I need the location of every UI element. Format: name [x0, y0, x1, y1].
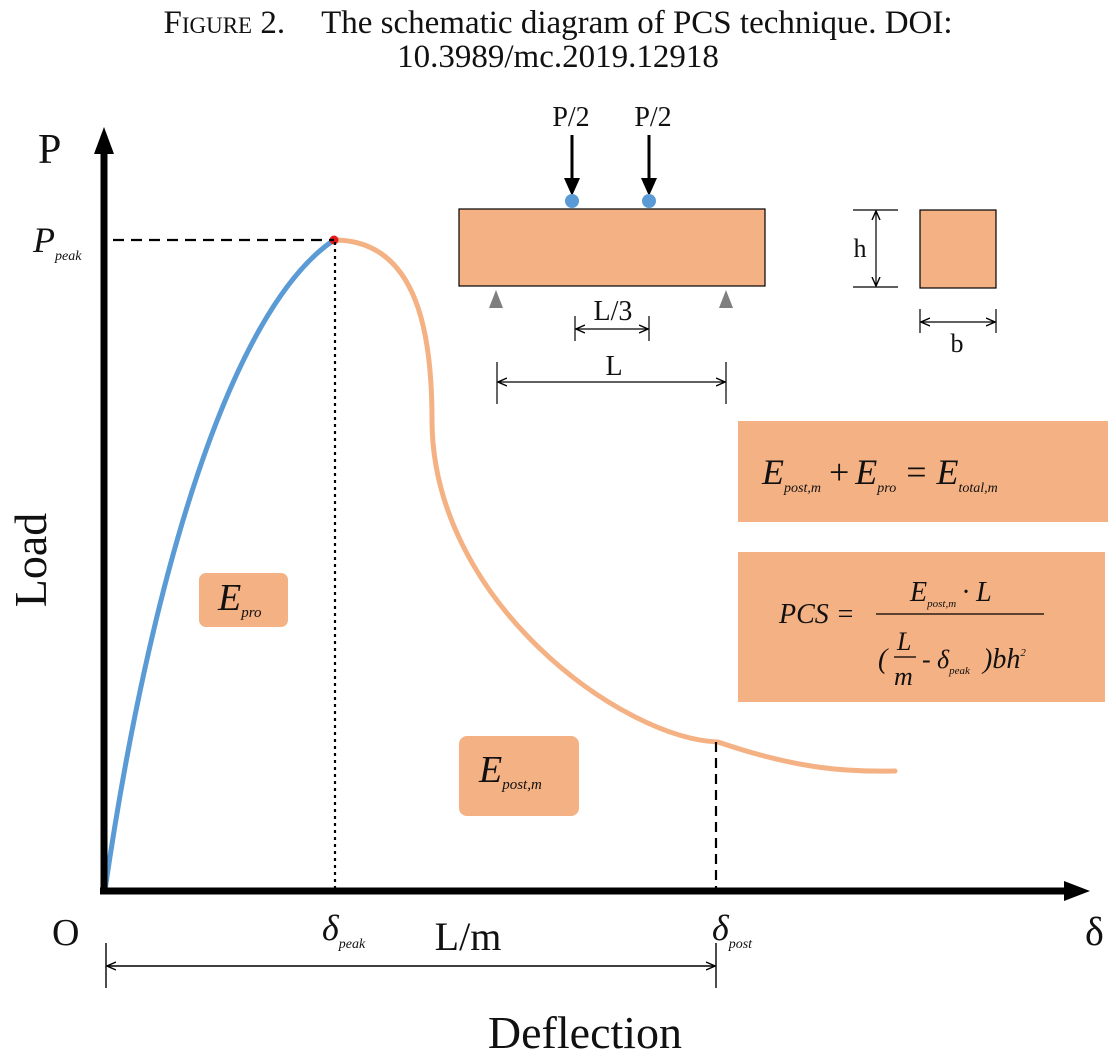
- load-left-label: P/2: [552, 102, 589, 133]
- support-right: [719, 290, 733, 308]
- x-axis-label: Deflection: [488, 1007, 682, 1056]
- pcs-den-rest: )bh2: [981, 644, 1026, 675]
- caption-line2: 10.3989/mc.2019.12918: [397, 39, 719, 75]
- y-axis-symbol: P: [38, 127, 61, 173]
- pcs-lhs: PCS =: [778, 599, 855, 630]
- pcs-den-m: m: [894, 662, 913, 691]
- pre-peak-curve: [102, 237, 337, 893]
- pcs-den-delta: δpeak: [937, 645, 971, 677]
- load-point-right: [642, 194, 656, 208]
- energy-sum-box: [738, 421, 1108, 522]
- height-label: h: [854, 234, 867, 263]
- support-left: [489, 290, 503, 308]
- load-point-left: [565, 194, 579, 208]
- pcs-den-L: L: [896, 627, 911, 656]
- x-axis-symbol: δ: [1085, 909, 1104, 954]
- pcs-numerator: Epost,m · L: [909, 577, 992, 610]
- x-axis-arrowhead: [1064, 881, 1090, 901]
- delta-post-label: δpost: [712, 908, 753, 952]
- pcs-den-minus: -: [922, 645, 931, 674]
- e-pro-label: Epro: [217, 577, 262, 621]
- caption-label: Figure 2.: [163, 5, 286, 41]
- cross-section: [919, 209, 997, 289]
- third-span-label: L/3: [594, 296, 633, 327]
- delta-peak-label: δpeak: [322, 908, 366, 952]
- pcs-formula-box: [738, 552, 1105, 702]
- y-axis-arrowhead: [94, 127, 114, 154]
- p-peak-label: Ppeak: [32, 220, 82, 264]
- span-l-over-m-label: L/m: [435, 914, 502, 959]
- energy-sum-equation: Epost,m + Epro = Etotal,m: [761, 452, 998, 496]
- load-right-label: P/2: [634, 102, 671, 133]
- origin-label: O: [52, 912, 79, 954]
- e-post-label: Epost,m: [478, 749, 542, 793]
- post-peak-curve: [331, 237, 898, 774]
- figure-caption: Figure 2. The schematic diagram of PCS te…: [0, 6, 1116, 74]
- pcs-den-open: (: [878, 644, 889, 675]
- beam: [458, 208, 766, 287]
- e-post-box: [459, 736, 579, 816]
- load-right-arrowhead: [641, 178, 657, 196]
- y-axis-label: Load: [5, 513, 56, 608]
- width-label: b: [951, 329, 964, 358]
- caption-line1: The schematic diagram of PCS technique. …: [321, 5, 953, 41]
- e-pro-box: [199, 573, 288, 627]
- span-label: L: [605, 351, 622, 382]
- load-left-arrowhead: [564, 178, 580, 196]
